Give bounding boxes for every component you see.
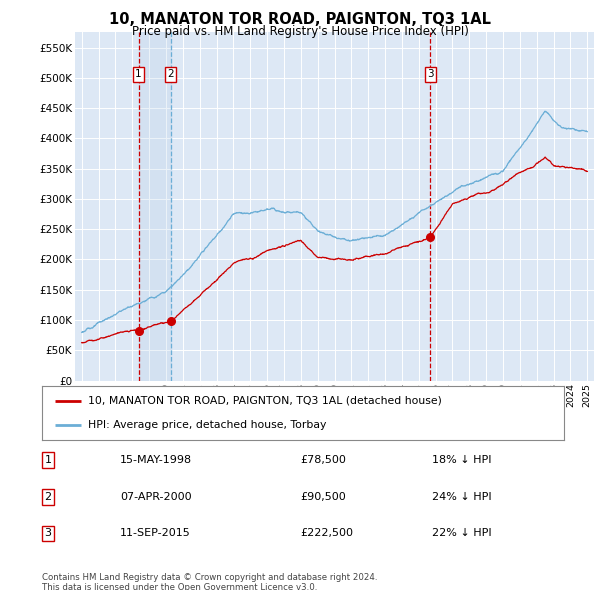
- Text: £222,500: £222,500: [300, 529, 353, 538]
- Text: 10, MANATON TOR ROAD, PAIGNTON, TQ3 1AL: 10, MANATON TOR ROAD, PAIGNTON, TQ3 1AL: [109, 12, 491, 27]
- Text: 18% ↓ HPI: 18% ↓ HPI: [432, 455, 491, 465]
- Bar: [139, 32, 170, 381]
- Text: 22% ↓ HPI: 22% ↓ HPI: [432, 529, 491, 538]
- Text: Price paid vs. HM Land Registry's House Price Index (HPI): Price paid vs. HM Land Registry's House …: [131, 25, 469, 38]
- Text: 1: 1: [135, 69, 142, 79]
- Text: Contains HM Land Registry data © Crown copyright and database right 2024.: Contains HM Land Registry data © Crown c…: [42, 573, 377, 582]
- Text: 1: 1: [44, 455, 52, 465]
- Text: 2: 2: [44, 492, 52, 502]
- Text: 3: 3: [427, 69, 434, 79]
- Text: £90,500: £90,500: [300, 492, 346, 502]
- Text: £78,500: £78,500: [300, 455, 346, 465]
- Text: 10, MANATON TOR ROAD, PAIGNTON, TQ3 1AL (detached house): 10, MANATON TOR ROAD, PAIGNTON, TQ3 1AL …: [88, 396, 442, 406]
- Text: HPI: Average price, detached house, Torbay: HPI: Average price, detached house, Torb…: [88, 420, 326, 430]
- Text: 3: 3: [44, 529, 52, 538]
- Text: 15-MAY-1998: 15-MAY-1998: [120, 455, 192, 465]
- Text: This data is licensed under the Open Government Licence v3.0.: This data is licensed under the Open Gov…: [42, 583, 317, 590]
- Text: 2: 2: [167, 69, 174, 79]
- Text: 07-APR-2000: 07-APR-2000: [120, 492, 191, 502]
- Text: 11-SEP-2015: 11-SEP-2015: [120, 529, 191, 538]
- Text: 24% ↓ HPI: 24% ↓ HPI: [432, 492, 491, 502]
